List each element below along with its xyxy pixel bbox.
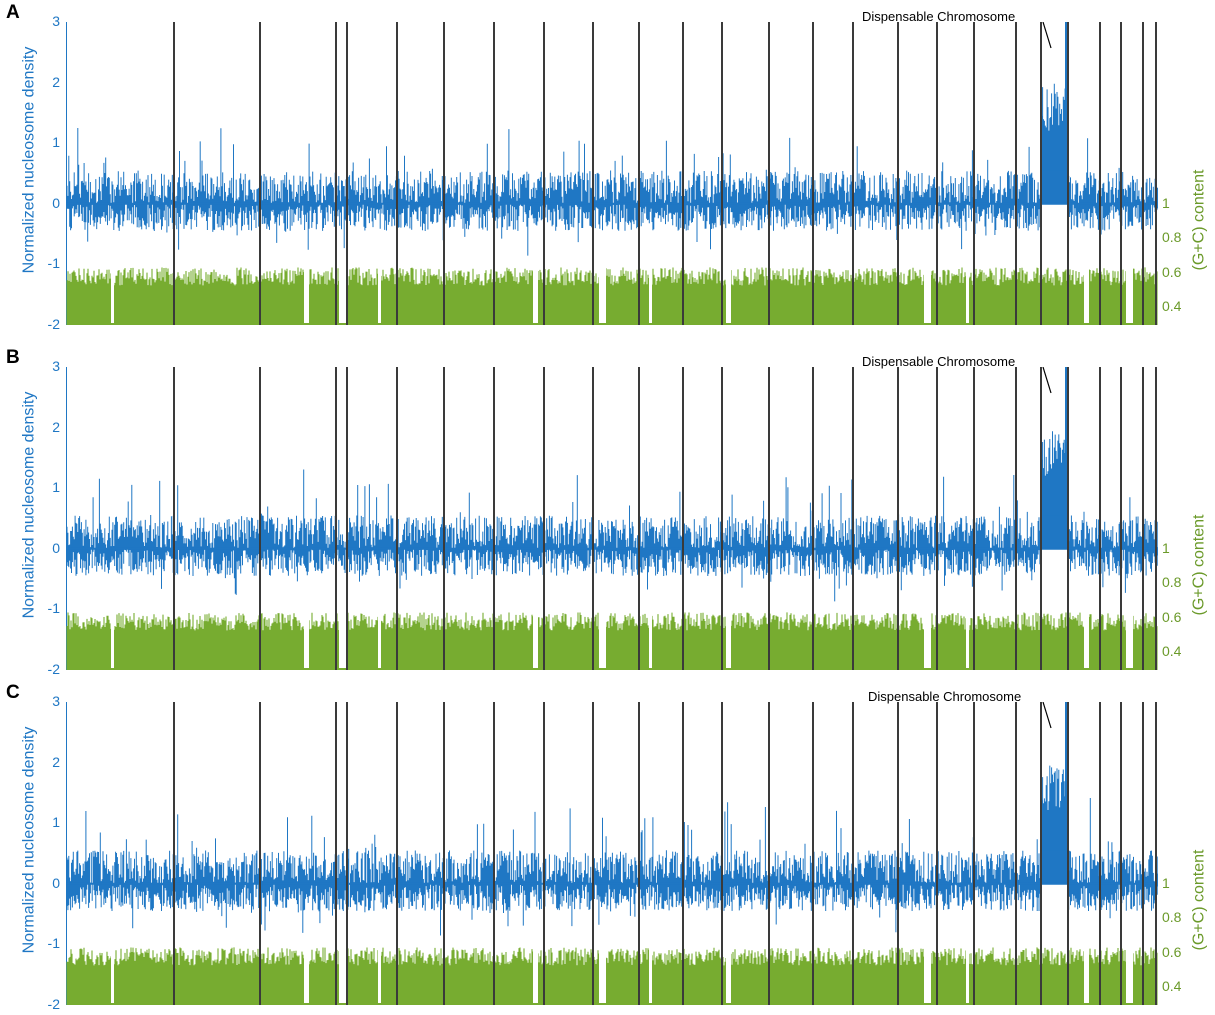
annotation-pointer (1042, 702, 1052, 729)
panel-a: A Normalized nucleosome density (G+C) cont… (0, 0, 1215, 335)
gc-gap (599, 609, 606, 668)
nucleosome-plot (66, 702, 1158, 1005)
gc-gap (1126, 944, 1133, 1003)
gc-gap (599, 264, 606, 323)
gc-gap (1084, 609, 1089, 668)
y2-axis-label: (G+C) content (1190, 169, 1207, 271)
y2-tick-label: 1 (1162, 194, 1170, 211)
gc-gap (966, 609, 969, 668)
gc-gap (966, 944, 969, 1003)
gc-gap (924, 944, 931, 1003)
gc-gap (726, 264, 731, 323)
gc-gap (1084, 944, 1089, 1003)
y-tick-label: 2 (52, 753, 60, 770)
y-tick-label: 3 (52, 693, 60, 709)
y2-tick-label: 0.4 (1162, 298, 1182, 314)
gc-gap (378, 944, 381, 1003)
y-tick-label: -1 (47, 935, 60, 952)
gc-gap (966, 264, 969, 323)
gc-gap (1126, 609, 1133, 668)
gc-gap (111, 609, 114, 668)
y2-tick-label: 1 (1162, 874, 1170, 891)
nucleosome-plot (66, 367, 1158, 670)
y2-tick-label: 0.6 (1162, 263, 1182, 280)
gc-gap (111, 264, 114, 323)
gc-gap (1126, 264, 1133, 323)
nucleosome-plot (66, 22, 1158, 325)
gc-gap (726, 609, 731, 668)
dispensable-chromosome-block (1043, 515, 1066, 549)
gc-gap (924, 609, 931, 668)
y2-tick-label: 0.8 (1162, 574, 1182, 591)
dispensable-chromosome-label: Dispensable Chromosome (862, 354, 1016, 369)
y-tick-label: 3 (52, 358, 60, 374)
y2-axis-label: (G+C) content (1190, 514, 1207, 616)
dispensable-chromosome-block (1043, 170, 1066, 204)
y-tick-label: -2 (47, 316, 60, 332)
dispensable-chromosome-label: Dispensable Chromosome (862, 9, 1016, 24)
y-tick-label: 1 (52, 134, 60, 151)
y2-axis-label: (G+C) content (1190, 849, 1207, 951)
y-tick-label: 2 (52, 73, 60, 90)
panel-letter: A (6, 2, 20, 23)
gc-gap (339, 944, 346, 1003)
nucleosome-density-series (66, 83, 1158, 256)
panel-c: C Normalized nucleosome density (G+C) cont… (0, 680, 1215, 1015)
y2-tick-label: 0.4 (1162, 978, 1182, 994)
gc-gap (533, 944, 538, 1003)
panel-letter: B (6, 347, 20, 368)
y-axis-label: Normalized nucleosome density (20, 726, 37, 954)
nucleosome-density-series (66, 431, 1158, 602)
y2-tick-label: 1 (1162, 539, 1170, 556)
gc-gap (339, 609, 346, 668)
gc-gap (599, 944, 606, 1003)
gc-gap (649, 609, 652, 668)
y-tick-label: 1 (52, 814, 60, 831)
gc-gap (533, 264, 538, 323)
y2-tick-label: 0.8 (1162, 909, 1182, 926)
gc-gap (378, 609, 381, 668)
y-tick-label: 3 (52, 13, 60, 29)
gc-gap (304, 264, 309, 323)
gc-gap (378, 264, 381, 323)
y-tick-label: 1 (52, 479, 60, 496)
y-tick-label: -1 (47, 255, 60, 272)
panel-b: B Normalized nucleosome density (G+C) cont… (0, 345, 1215, 680)
gc-gap (1084, 264, 1089, 323)
y2-tick-label: 0.4 (1162, 643, 1182, 659)
y-tick-label: 0 (52, 194, 60, 211)
y2-tick-label: 0.8 (1162, 229, 1182, 246)
annotation-pointer (1042, 22, 1052, 49)
gc-content-series (66, 267, 1158, 325)
y-tick-label: -1 (47, 600, 60, 617)
gc-gap (339, 264, 346, 323)
dispensable-chromosome-label: Dispensable Chromosome (868, 689, 1022, 704)
gc-gap (649, 944, 652, 1003)
y-tick-label: 2 (52, 418, 60, 435)
nucleosome-density-series (66, 765, 1158, 936)
annotation-pointer (1042, 367, 1052, 394)
y-tick-label: -2 (47, 661, 60, 677)
gc-content-series (66, 947, 1158, 1005)
dispensable-chromosome-block (1043, 850, 1066, 884)
y-tick-label: 0 (52, 874, 60, 891)
gc-content-series (66, 612, 1158, 670)
gc-gap (304, 944, 309, 1003)
gc-gap (649, 264, 652, 323)
y-tick-label: 0 (52, 539, 60, 556)
y-axis-label: Normalized nucleosome density (20, 46, 37, 274)
panel-letter: C (6, 682, 20, 703)
gc-gap (304, 609, 309, 668)
y-axis-label: Normalized nucleosome density (20, 391, 37, 619)
y2-tick-label: 0.6 (1162, 608, 1182, 625)
y2-tick-label: 0.6 (1162, 943, 1182, 960)
gc-gap (726, 944, 731, 1003)
gc-gap (111, 944, 114, 1003)
gc-gap (924, 264, 931, 323)
y-tick-label: -2 (47, 996, 60, 1012)
gc-gap (533, 609, 538, 668)
